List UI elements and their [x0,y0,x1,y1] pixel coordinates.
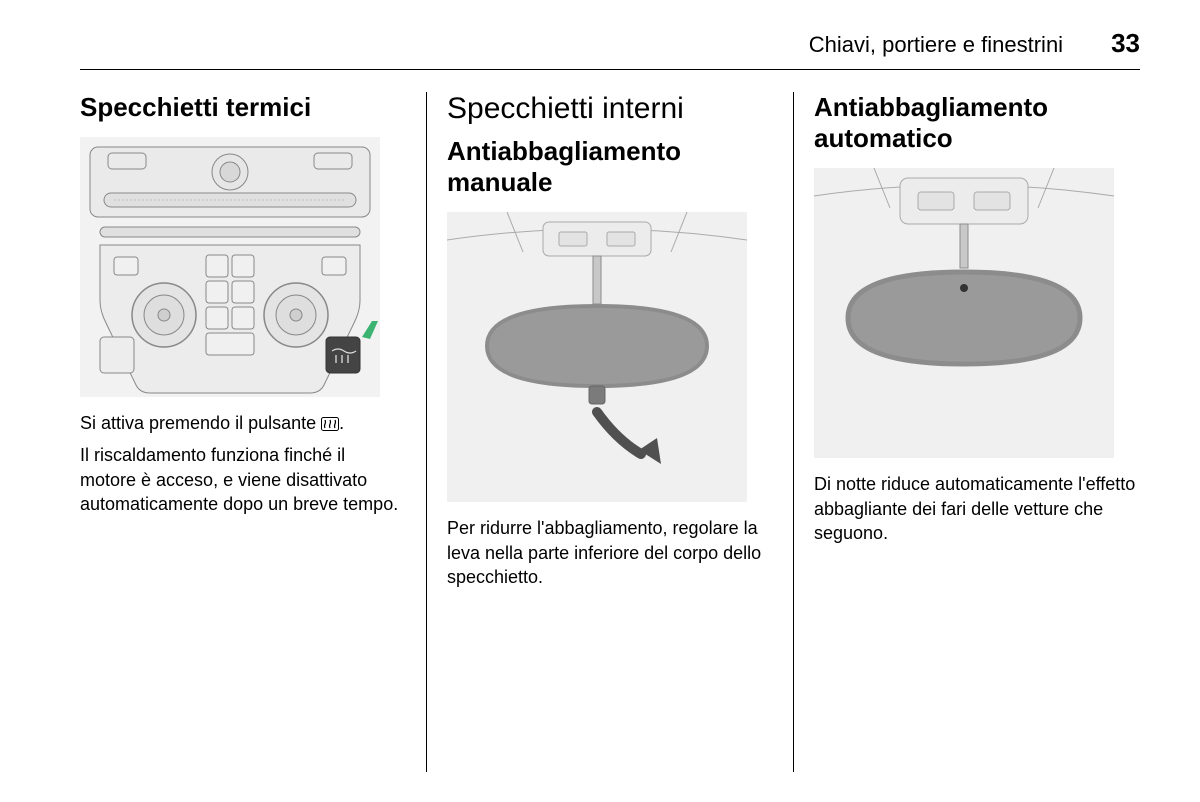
header-page-number: 33 [1111,28,1140,59]
col1-p1-text-a: Si attiva premendo il pulsante [80,413,321,433]
col1-paragraph-2: Il riscaldamento funziona finché il moto… [80,443,406,516]
column-3: Antiabbagliamento automatico [794,92,1140,772]
col2-heading: Specchietti interni [447,92,773,126]
col2-subheading: Antiabbagliamento manuale [447,136,773,198]
col1-paragraph-1: Si attiva premendo il pulsante . [80,411,406,437]
col1-p1-text-b: . [339,413,344,433]
column-2: Specchietti interni Antiabbagliamento ma… [427,92,793,772]
column-1: Specchietti termici [80,92,426,772]
rear-defrost-icon [321,413,339,437]
col3-figure-auto-mirror [814,168,1114,458]
header-section-title: Chiavi, portiere e finestrini [809,32,1063,58]
col1-figure-dashboard-controls [80,137,380,397]
col2-figure-manual-mirror [447,212,747,502]
col3-paragraph-1: Di notte riduce automaticamente l'effett… [814,472,1140,545]
col3-heading: Antiabbagliamento automatico [814,92,1140,154]
col1-heading: Specchietti termici [80,92,406,123]
page-header: Chiavi, portiere e finestrini 33 [80,28,1140,70]
col2-paragraph-1: Per ridurre l'abbagliamento, regolare la… [447,516,773,589]
